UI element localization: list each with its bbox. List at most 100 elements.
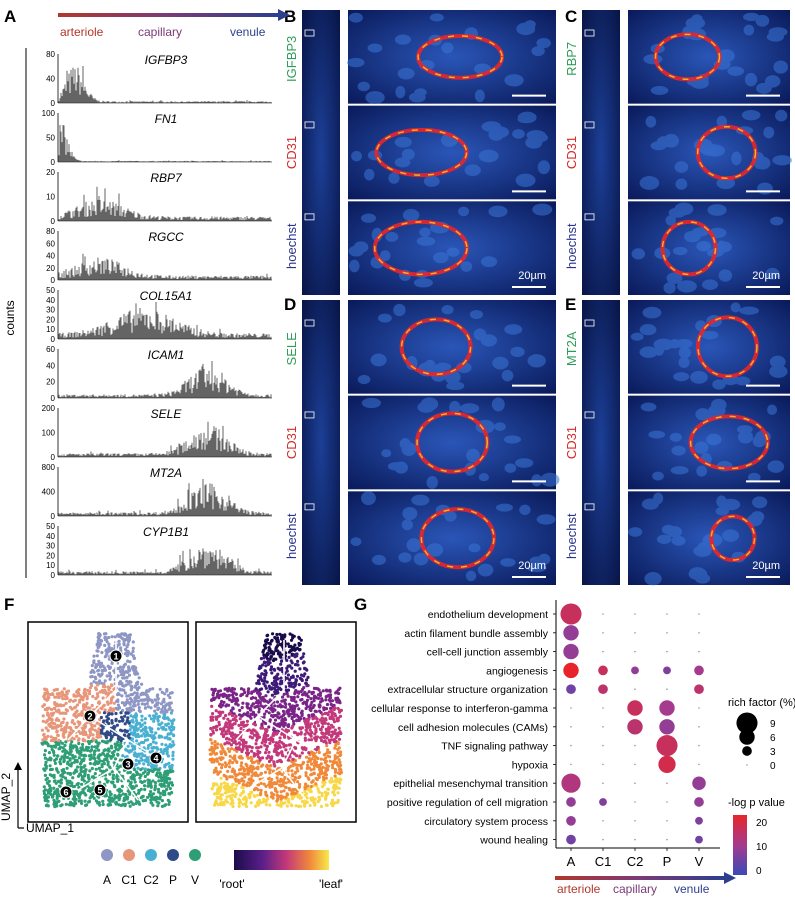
track-tick-sele: 0 bbox=[51, 453, 56, 462]
stain-label-hoechst-e: hoechst bbox=[564, 513, 579, 559]
track-tick-fn1: 50 bbox=[46, 134, 55, 143]
dotplot-dot-p-12 bbox=[666, 838, 668, 841]
micrograph-e: MT2A CD31 hoechst 20µm bbox=[564, 299, 790, 586]
panel-a-label-arteriole: arteriole bbox=[60, 25, 104, 39]
track-tick-rgcc: 40 bbox=[46, 252, 55, 261]
panel-g-enrichment-dotplot: endothelium development actin filament bu… bbox=[371, 600, 795, 896]
micrograph-overview-b bbox=[302, 10, 340, 295]
dotplot-dot-c2-2 bbox=[634, 650, 636, 653]
dotplot-dot-c2-3 bbox=[631, 666, 639, 675]
umap-node-label-5: 5 bbox=[97, 786, 102, 796]
dotplot-dot-v-11 bbox=[695, 816, 703, 825]
stain-label-cd31-b: CD31 bbox=[284, 136, 299, 169]
track-tick-rgcc: 60 bbox=[46, 239, 55, 248]
dotplot-dot-v-4 bbox=[694, 684, 704, 695]
umap-cluster-scatter: 1 2 3 4 5 6 bbox=[40, 632, 176, 809]
cluster-legend-label-v: V bbox=[191, 873, 199, 887]
stain-label-cd31-e: CD31 bbox=[564, 426, 579, 459]
umap-pseudotime-trajectory bbox=[235, 640, 317, 801]
dotplot-dot-a-4 bbox=[566, 684, 576, 695]
micrograph-scale-label-d: 20µm bbox=[518, 560, 546, 572]
dotplot-term-label: wound healing bbox=[479, 835, 548, 847]
dotplot-label-capillary: capillary bbox=[613, 882, 657, 896]
color-legend-tick-20: 20 bbox=[756, 818, 768, 829]
umap-cluster-trajectory bbox=[67, 640, 149, 801]
track-gene-col15a1: COL15A1 bbox=[140, 289, 193, 303]
dotplot-dot-p-2 bbox=[666, 650, 668, 653]
cluster-legend-dot-c1 bbox=[123, 849, 135, 861]
micrograph-scale-label-c: 20µm bbox=[752, 270, 780, 282]
micrograph-vessel-overlay-c-3 bbox=[661, 221, 717, 276]
dotplot-dot-p-3 bbox=[663, 666, 671, 675]
dotplot-dot-p-9 bbox=[666, 782, 668, 784]
panel-letters: A B C D E F G bbox=[4, 7, 577, 614]
track-bars-icam1 bbox=[58, 361, 272, 398]
track-tick-icam1: 40 bbox=[46, 361, 55, 370]
dotplot-dot-a-2 bbox=[563, 643, 579, 660]
umap-node-label-3: 3 bbox=[125, 760, 130, 770]
umap-y-axis-head bbox=[14, 762, 22, 770]
micrograph-c: RBP7 CD31 hoechst 20µm bbox=[564, 9, 792, 295]
panel-a-ylabel: counts bbox=[3, 300, 17, 335]
track-gene-fn1: FN1 bbox=[155, 112, 178, 126]
dotplot-dot-c2-4 bbox=[634, 688, 636, 690]
panel-letter-e: E bbox=[565, 295, 576, 314]
umap-cluster-points-0 bbox=[121, 711, 176, 771]
dotplot-term-label: cell-cell junction assembly bbox=[427, 647, 549, 659]
track-gene-rgcc: RGCC bbox=[148, 230, 184, 244]
stain-label-cd31-d: CD31 bbox=[284, 426, 299, 459]
color-legend-tick-0: 0 bbox=[756, 866, 762, 877]
track-tick-col15a1: 40 bbox=[46, 296, 55, 305]
dotplot-dot-v-7 bbox=[698, 744, 700, 747]
umap-node-5 bbox=[93, 783, 107, 797]
track-tick-mt2a: 0 bbox=[51, 512, 56, 521]
color-legend-tick-10: 10 bbox=[756, 842, 768, 853]
umap-pseudotime-points-0 bbox=[210, 776, 343, 809]
umap-xlabel: UMAP_1 bbox=[26, 821, 74, 835]
size-legend-label-0: 0 bbox=[770, 761, 776, 772]
micrograph-nuclei-d-3 bbox=[350, 491, 556, 582]
umap-ylabel: UMAP_2 bbox=[0, 773, 13, 821]
micrograph-zoom-box-c-1 bbox=[584, 29, 595, 37]
panel-a-gradient-arrow bbox=[58, 13, 278, 17]
micrograph-nuclei-b-1 bbox=[347, 12, 551, 104]
track-tick-cyp1b1: 0 bbox=[51, 571, 56, 580]
dotplot-dot-v-5 bbox=[698, 707, 700, 709]
dotplot-dot-c2-11 bbox=[634, 820, 636, 822]
dotplot-arrow-head bbox=[724, 872, 736, 884]
track-tick-col15a1: 20 bbox=[46, 315, 55, 324]
track-tick-igfbp3: 0 bbox=[51, 99, 56, 108]
micrograph-vessel-overlay-d-1 bbox=[400, 318, 472, 376]
track-tick-cyp1b1: 20 bbox=[46, 551, 55, 560]
dotplot-label-arteriole: arteriole bbox=[557, 882, 601, 896]
micrograph-vessel-overlay-c-2 bbox=[696, 125, 757, 180]
dotplot-term-label: actin filament bundle assembly bbox=[404, 628, 548, 640]
micrograph-nuclei-b-2 bbox=[351, 111, 551, 188]
dotplot-term-label: cell adhesion molecules (CAMs) bbox=[398, 722, 548, 734]
track-gene-igfbp3: IGFBP3 bbox=[145, 53, 188, 67]
stain-label-marker-e: MT2A bbox=[564, 331, 579, 366]
micrograph-zoom-box-e-3 bbox=[584, 503, 595, 511]
micrograph-zoom-box-b-3 bbox=[304, 213, 315, 221]
dotplot-dot-v-8 bbox=[698, 763, 700, 766]
micrograph-vessel-overlay-e-1 bbox=[697, 316, 758, 378]
size-legend-dot-3 bbox=[742, 746, 752, 756]
panel-letter-a: A bbox=[4, 7, 16, 26]
track-tick-sele: 200 bbox=[42, 404, 56, 413]
dotplot-category-c2: C2 bbox=[627, 854, 644, 869]
micrograph-nuclei-e-3 bbox=[628, 492, 768, 586]
dotplot-gradient-arrow bbox=[555, 876, 725, 880]
track-tick-cyp1b1: 10 bbox=[46, 561, 55, 570]
cluster-legend-dot-a bbox=[101, 849, 113, 861]
color-legend-title: -log p value bbox=[728, 797, 785, 809]
umap-node-label-6: 6 bbox=[63, 788, 68, 798]
track-bars-mt2a bbox=[58, 479, 272, 516]
track-tick-rgcc: 80 bbox=[46, 227, 55, 236]
micrograph-d: SELE CD31 hoechst 20µm bbox=[284, 299, 560, 585]
cluster-legend-dot-v bbox=[189, 849, 201, 861]
micrograph-nuclei-c-2 bbox=[639, 109, 792, 195]
track-tick-igfbp3: 80 bbox=[46, 50, 55, 59]
dotplot-term-label: endothelium development bbox=[428, 609, 548, 621]
panel-a-arrow-head bbox=[278, 9, 290, 21]
